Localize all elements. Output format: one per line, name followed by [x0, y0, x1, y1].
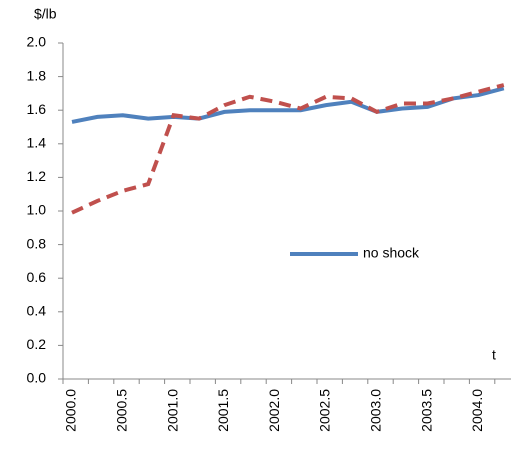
x-tick-label: 2002.5	[317, 389, 333, 432]
y-tick-label: 0.2	[27, 336, 47, 352]
x-tick-label: 2002.0	[266, 389, 282, 432]
y-tick-label: 0.4	[27, 303, 47, 319]
x-tick-label: 2004.0	[469, 389, 485, 432]
y-tick-label: 0.6	[27, 269, 47, 285]
y-tick-label: 2.0	[27, 34, 47, 50]
x-tick-label: 2000.0	[63, 389, 79, 432]
y-tick-label: 1.8	[27, 67, 47, 83]
y-tick-label: 1.0	[27, 202, 47, 218]
y-tick-label: 0.0	[27, 370, 47, 386]
y-tick-label: 0.8	[27, 235, 47, 251]
x-tick-label: 2000.5	[114, 389, 130, 432]
x-tick-label: 2001.5	[215, 389, 231, 432]
legend-label: no shock	[363, 245, 420, 261]
series-line	[71, 86, 505, 124]
x-axis-label: t	[492, 347, 496, 363]
series-line	[71, 83, 505, 215]
x-tick-label: 2003.0	[368, 389, 384, 432]
y-tick-label: 1.2	[27, 168, 47, 184]
y-tick-label: 1.6	[27, 101, 47, 117]
x-tick-label: 2001.0	[164, 389, 180, 432]
x-tick-label: 2003.5	[418, 389, 434, 432]
y-axis-label: $/lb	[34, 6, 57, 22]
y-tick-label: 1.4	[27, 135, 47, 151]
